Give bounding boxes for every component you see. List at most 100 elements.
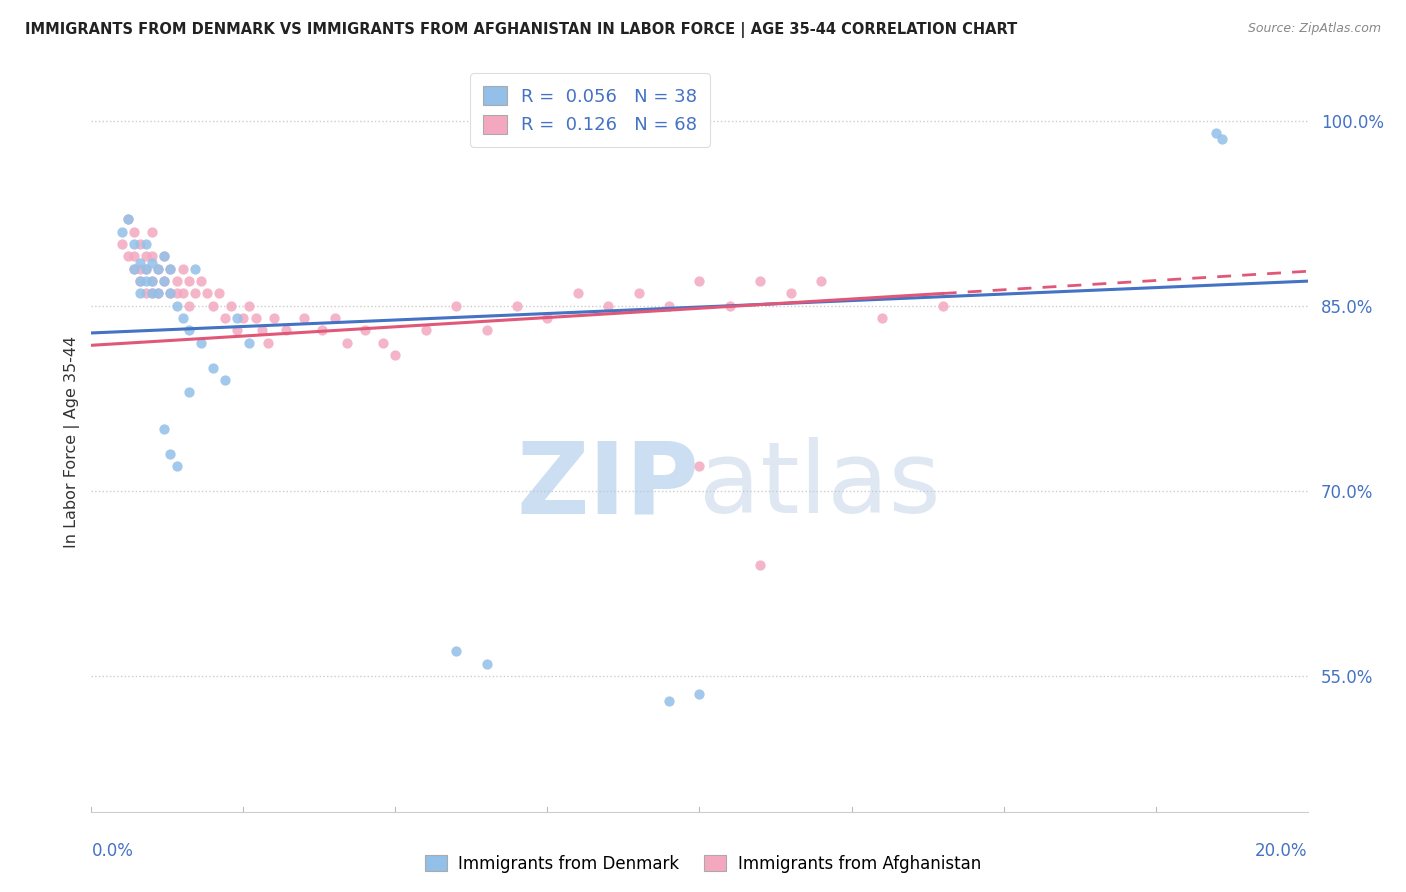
Point — [172, 311, 194, 326]
Point — [749, 558, 772, 572]
Point — [117, 212, 139, 227]
Point — [336, 335, 359, 350]
Point — [475, 657, 498, 671]
Point — [195, 286, 218, 301]
Point — [111, 225, 134, 239]
Point — [536, 311, 558, 326]
Point — [141, 286, 163, 301]
Point — [177, 385, 200, 400]
Point — [444, 644, 467, 658]
Point — [749, 274, 772, 288]
Point — [177, 274, 200, 288]
Point — [129, 261, 152, 276]
Point — [148, 261, 170, 276]
Point — [153, 274, 176, 288]
Point — [658, 694, 681, 708]
Point — [153, 250, 176, 264]
Point — [219, 299, 242, 313]
Point — [384, 348, 406, 362]
Point — [135, 286, 157, 301]
Point — [274, 324, 297, 338]
Point — [931, 299, 953, 313]
Point — [172, 286, 194, 301]
Point — [166, 299, 188, 313]
Point — [184, 286, 207, 301]
Point — [135, 261, 157, 276]
Point — [153, 274, 176, 288]
Point — [177, 299, 200, 313]
Point — [159, 286, 181, 301]
Text: 0.0%: 0.0% — [91, 842, 134, 860]
Point — [153, 422, 176, 436]
Point — [141, 286, 163, 301]
Point — [373, 335, 395, 350]
Point — [202, 360, 225, 375]
Point — [1205, 126, 1227, 140]
Point — [148, 286, 170, 301]
Point — [226, 311, 249, 326]
Point — [141, 274, 163, 288]
Point — [159, 286, 181, 301]
Point — [122, 250, 145, 264]
Point — [122, 237, 145, 252]
Legend: Immigrants from Denmark, Immigrants from Afghanistan: Immigrants from Denmark, Immigrants from… — [419, 848, 987, 880]
Point — [111, 237, 134, 252]
Point — [122, 261, 145, 276]
Point — [444, 299, 467, 313]
Point — [184, 261, 207, 276]
Text: atlas: atlas — [699, 437, 941, 534]
Text: Source: ZipAtlas.com: Source: ZipAtlas.com — [1247, 22, 1381, 36]
Point — [567, 286, 589, 301]
Point — [166, 459, 188, 474]
Point — [627, 286, 650, 301]
Y-axis label: In Labor Force | Age 35-44: In Labor Force | Age 35-44 — [65, 335, 80, 548]
Point — [718, 299, 741, 313]
Point — [250, 324, 273, 338]
Point — [256, 335, 278, 350]
Point — [172, 261, 194, 276]
Point — [117, 250, 139, 264]
Point — [129, 237, 152, 252]
Point — [415, 324, 437, 338]
Point — [122, 261, 145, 276]
Point — [141, 250, 163, 264]
Point — [238, 335, 260, 350]
Point — [166, 286, 188, 301]
Point — [135, 274, 157, 288]
Point — [245, 311, 267, 326]
Point — [688, 459, 710, 474]
Point — [263, 311, 285, 326]
Point — [226, 324, 249, 338]
Point — [129, 274, 152, 288]
Point — [190, 274, 212, 288]
Point — [159, 447, 181, 461]
Text: 20.0%: 20.0% — [1256, 842, 1308, 860]
Point — [311, 324, 333, 338]
Point — [688, 274, 710, 288]
Point — [135, 250, 157, 264]
Point — [129, 286, 152, 301]
Point — [214, 311, 236, 326]
Point — [148, 286, 170, 301]
Point — [148, 261, 170, 276]
Point — [506, 299, 529, 313]
Point — [141, 274, 163, 288]
Point — [122, 225, 145, 239]
Point — [598, 299, 620, 313]
Point — [232, 311, 254, 326]
Point — [202, 299, 225, 313]
Point — [1211, 132, 1233, 146]
Point — [810, 274, 832, 288]
Point — [475, 324, 498, 338]
Point — [214, 373, 236, 387]
Point — [166, 274, 188, 288]
Text: IMMIGRANTS FROM DENMARK VS IMMIGRANTS FROM AFGHANISTAN IN LABOR FORCE | AGE 35-4: IMMIGRANTS FROM DENMARK VS IMMIGRANTS FR… — [25, 22, 1018, 38]
Point — [135, 237, 157, 252]
Point — [117, 212, 139, 227]
Point — [658, 299, 681, 313]
Point — [292, 311, 315, 326]
Point — [208, 286, 231, 301]
Text: ZIP: ZIP — [516, 437, 699, 534]
Point — [129, 255, 152, 269]
Point — [141, 255, 163, 269]
